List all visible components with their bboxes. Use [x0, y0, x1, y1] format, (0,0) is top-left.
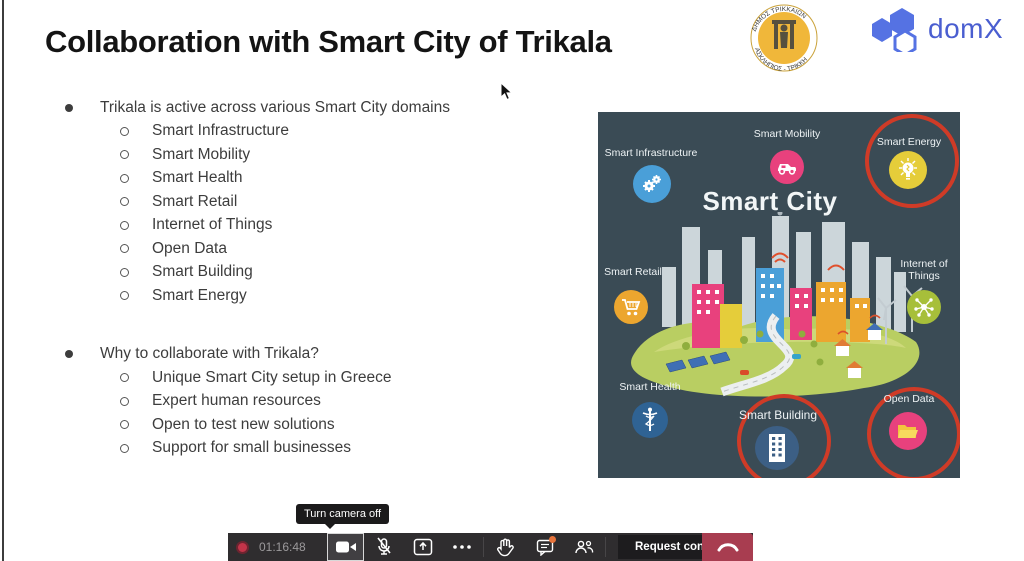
- domx-logo: domX: [872, 6, 1003, 52]
- bullet-main: Trikala is active across various Smart C…: [60, 96, 560, 120]
- bullet-sub: Smart Infrastructure: [60, 120, 560, 144]
- window-edge-line: [2, 0, 4, 561]
- node-label-smart-retail: Smart Retail: [604, 266, 662, 278]
- node-label-smart-mobility: Smart Mobility: [753, 128, 821, 140]
- bullet-circle-icon: [120, 291, 129, 301]
- bullet-sub: Smart Mobility: [60, 143, 560, 167]
- bullet-circle-icon: [120, 373, 129, 383]
- bullet-circle-icon: [120, 443, 129, 453]
- node-label-internet-of-things: Internet of Things: [900, 258, 948, 282]
- record-icon: [236, 540, 249, 554]
- bullet-dot-icon: [65, 350, 73, 359]
- camera-button[interactable]: [327, 533, 364, 561]
- bullet-sub: Internet of Things: [60, 214, 560, 238]
- smart-city-infographic: Smart City Smart Infrastructure Smart Mo…: [598, 112, 960, 478]
- bullet-circle-icon: [120, 220, 129, 230]
- caduceus-icon: [642, 407, 658, 431]
- smart-health-node: [632, 402, 668, 438]
- people-icon: [574, 540, 593, 554]
- building-icon: [769, 434, 785, 462]
- slide-bullet-list: Trikala is active across various Smart C…: [60, 96, 560, 460]
- domx-wordmark: domX: [928, 13, 1004, 44]
- smart-mobility-node: [770, 150, 804, 184]
- bullet-sub: Open to test new solutions: [60, 413, 560, 437]
- bullet-circle-icon: [120, 244, 129, 254]
- node-label-open-data: Open Data: [883, 393, 935, 405]
- bullet-sub: Open Data: [60, 237, 560, 261]
- folder-icon: [898, 425, 918, 438]
- bullet-sub: Smart Building: [60, 261, 560, 285]
- call-control-bar: 01:16:48: [228, 533, 753, 561]
- node-label-smart-building: Smart Building: [738, 408, 818, 422]
- city-illustration: [631, 212, 923, 397]
- camera-icon: [335, 541, 356, 553]
- more-dots-icon: [452, 545, 471, 549]
- bullet-sub: Expert human resources: [60, 390, 560, 414]
- infographic-title: Smart City: [702, 186, 838, 216]
- bulb-icon: [899, 158, 917, 180]
- car-icon: [778, 164, 797, 175]
- node-label-smart-infrastructure: Smart Infrastructure: [604, 147, 698, 159]
- bullet-dot-icon: [65, 103, 73, 112]
- raise-hand-button[interactable]: [486, 533, 525, 561]
- node-label-smart-energy: Smart Energy: [876, 136, 942, 148]
- bullet-sub: Smart Energy: [60, 284, 560, 308]
- toolbar-divider: [483, 537, 484, 557]
- smart-building-node: [755, 426, 799, 470]
- bullet-circle-icon: [120, 126, 129, 136]
- bullet-circle-icon: [120, 197, 129, 207]
- highlight-ring-smart-energy: [865, 114, 959, 208]
- smart-infrastructure-node: [633, 165, 671, 203]
- call-timer: 01:16:48: [259, 540, 306, 554]
- chat-button[interactable]: [525, 533, 564, 561]
- bullet-circle-icon: [120, 267, 129, 277]
- slide-title: Collaboration with Smart City of Trikala: [45, 24, 612, 59]
- bullet-circle-icon: [120, 420, 129, 430]
- gears-icon: [643, 175, 661, 192]
- trikala-municipality-logo: ΔΗΜΟΣ ΤΡΙΚΚΑΙΩΝ ΑΣΚΛΗΠΙΟΣ - ΤΡΙΚΚΗ: [742, 1, 826, 80]
- chat-notification-badge: [549, 536, 556, 543]
- microphone-button[interactable]: [364, 533, 403, 561]
- tooltip: Turn camera off: [296, 504, 390, 529]
- domx-hexagons-icon: [872, 8, 917, 52]
- mic-muted-icon: [376, 537, 391, 555]
- bullet-sub: Support for small businesses: [60, 437, 560, 461]
- chat-icon: [536, 539, 553, 556]
- share-screen-icon: [413, 538, 432, 556]
- open-data-node: [889, 412, 927, 450]
- share-screen-button[interactable]: [403, 533, 442, 561]
- bullet-sub: Smart Health: [60, 167, 560, 191]
- bullet-circle-icon: [120, 173, 129, 183]
- recording-indicator: [236, 540, 249, 554]
- more-options-button[interactable]: [442, 533, 481, 561]
- bullet-circle-icon: [120, 150, 129, 160]
- smart-retail-node: [614, 290, 648, 324]
- bullet-sub: Unique Smart City setup in Greece: [60, 366, 560, 390]
- network-icon: [914, 298, 934, 317]
- mouse-cursor-icon: [500, 82, 514, 101]
- smart-energy-node: [889, 151, 927, 189]
- toolbar-divider: [605, 537, 606, 557]
- cart-icon: [622, 298, 641, 315]
- bullet-main: Why to collaborate with Trikala?: [60, 343, 560, 367]
- bullet-sub: Smart Retail: [60, 190, 560, 214]
- internet-of-things-node: [907, 290, 941, 324]
- hang-up-icon: [717, 543, 738, 552]
- highlight-ring-smart-building: [737, 394, 831, 478]
- node-label-smart-health: Smart Health: [619, 381, 681, 393]
- bullet-circle-icon: [120, 396, 129, 406]
- hang-up-button[interactable]: [702, 533, 753, 561]
- raise-hand-icon: [497, 538, 514, 556]
- highlight-ring-open-data: [867, 387, 960, 478]
- participants-button[interactable]: [564, 533, 603, 561]
